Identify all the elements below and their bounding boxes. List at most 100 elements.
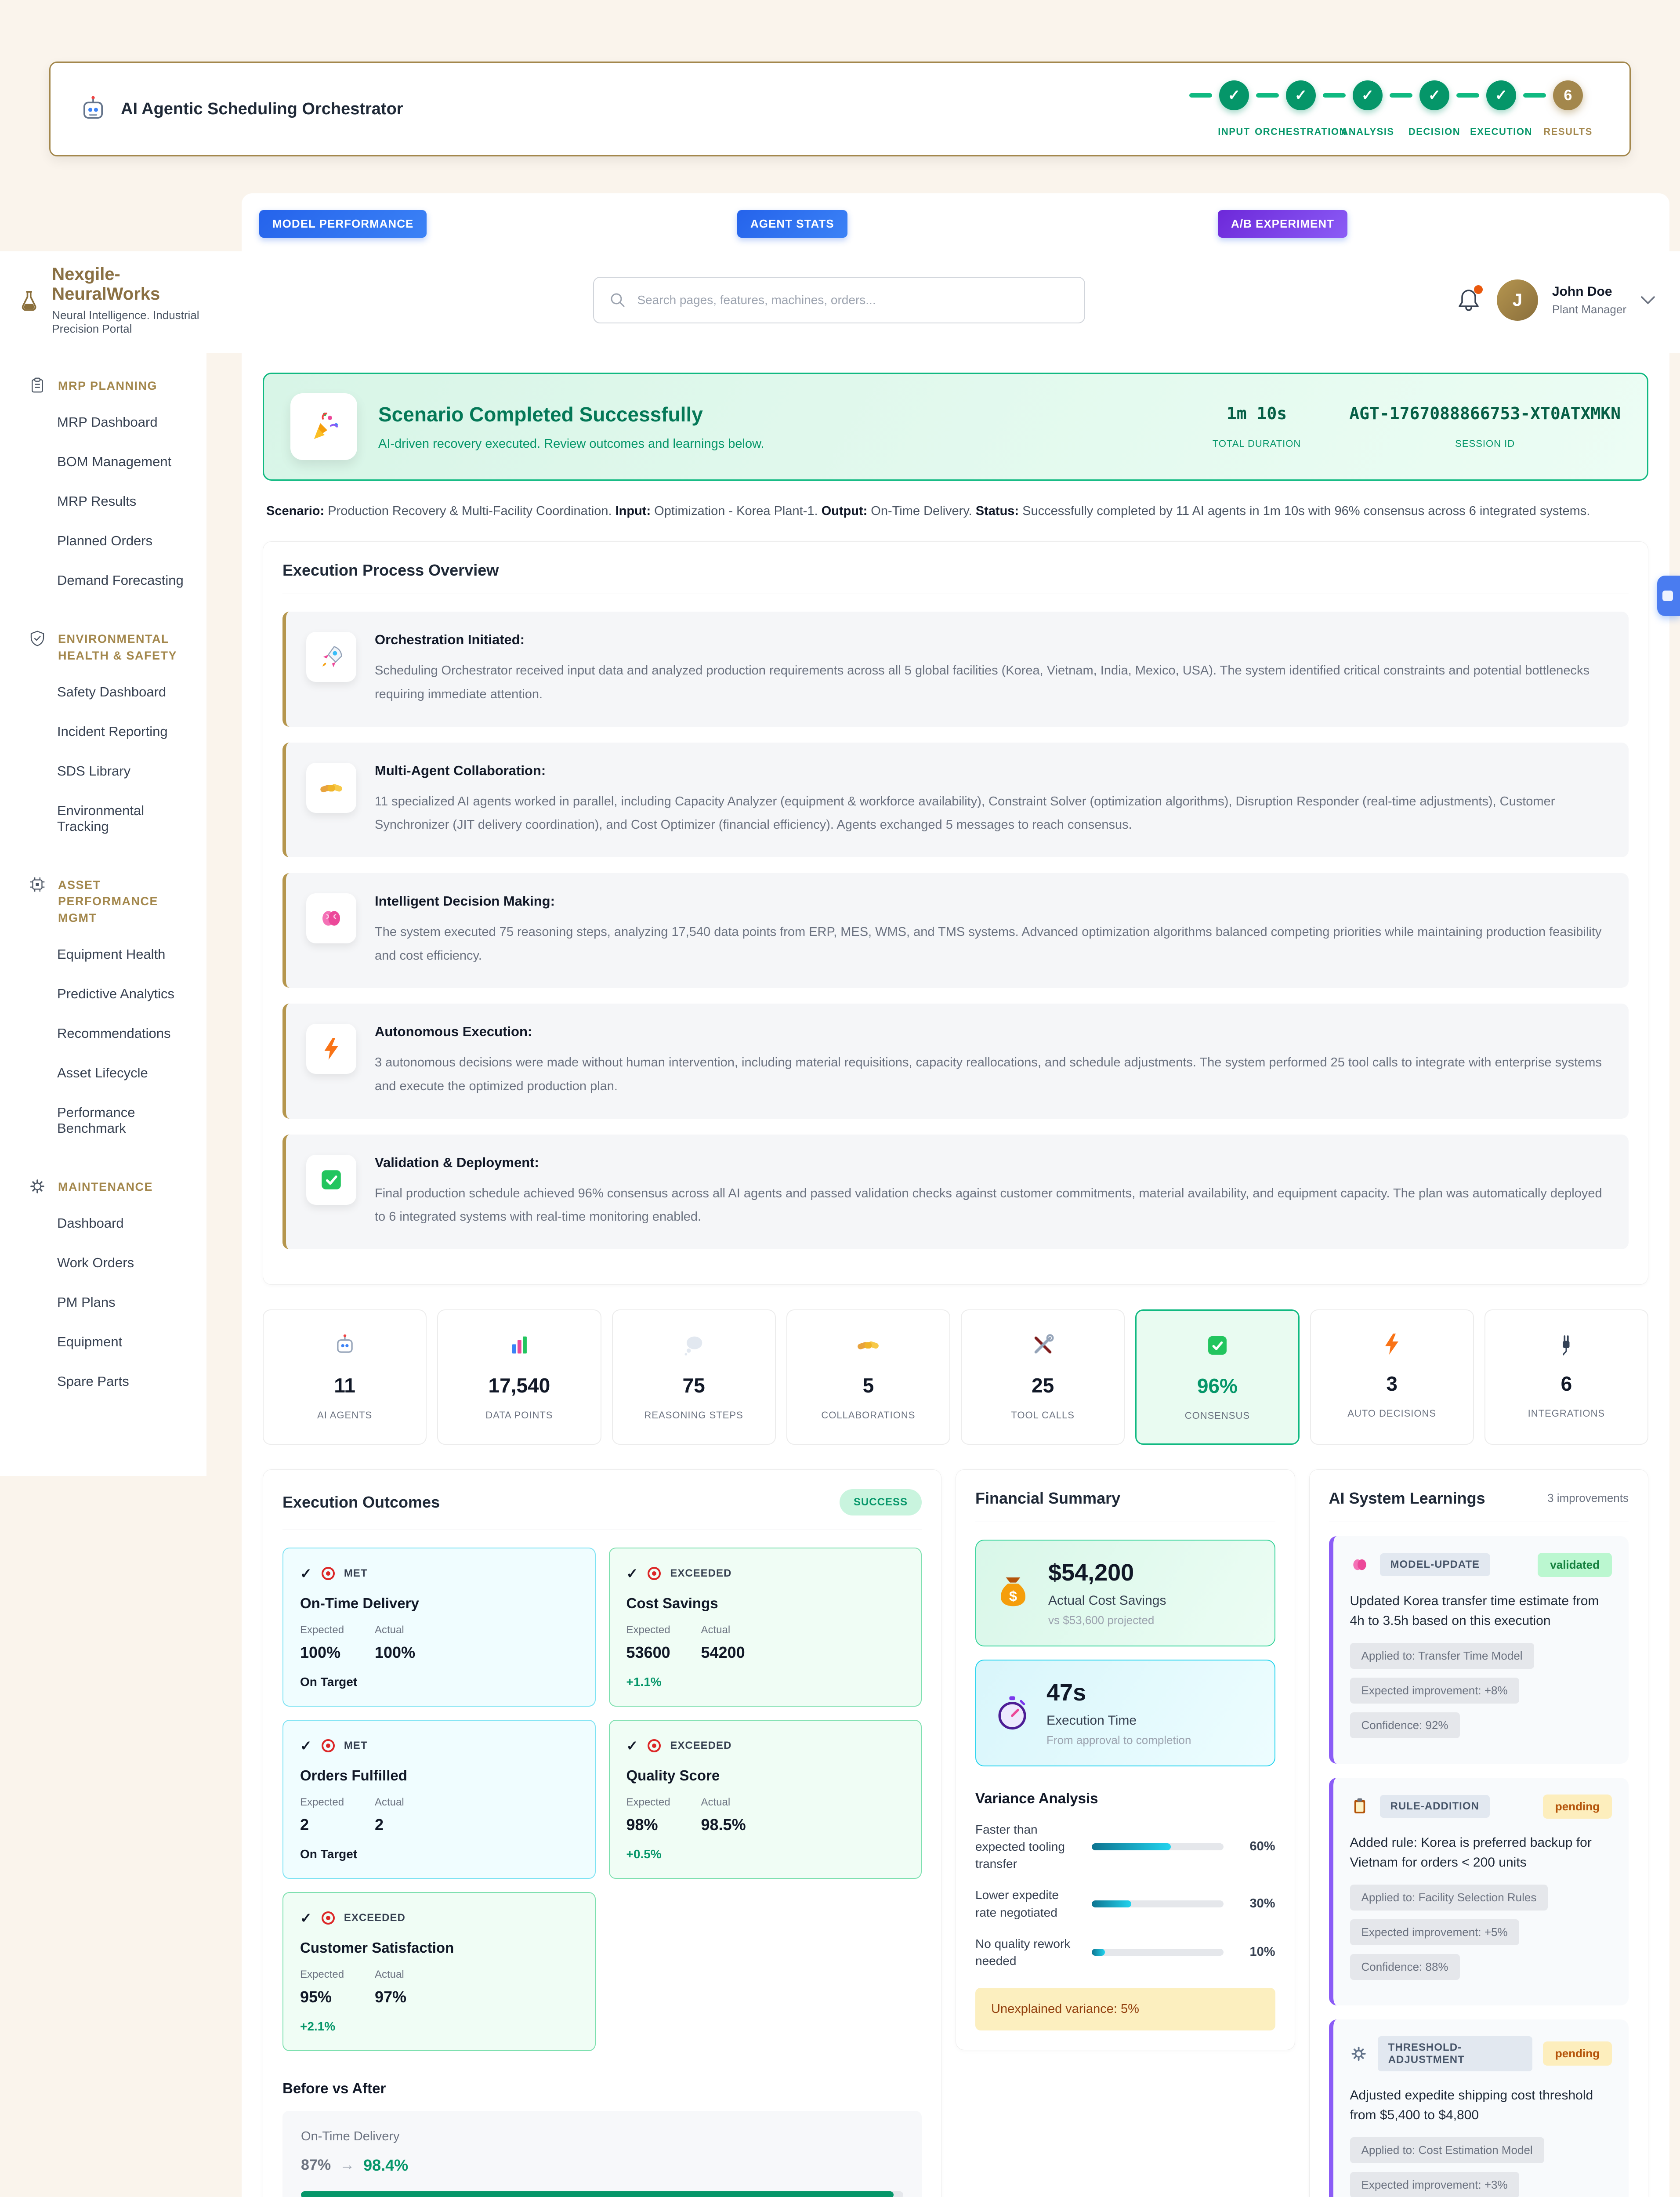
session-id: AGT-1767088866753-XT0ATXMKN SESSION ID [1349,404,1621,450]
user-menu: J John Doe Plant Manager [1455,279,1655,321]
sidebar-item[interactable]: Equipment Health [57,946,166,962]
bolt-icon [1385,1333,1399,1355]
step-status-circle: ✓ [1486,80,1516,110]
learning-status-badge: validated [1538,1552,1612,1577]
sidebar-item[interactable]: Safety Dashboard [57,684,167,700]
sidebar-item[interactable]: Dashboard [57,1215,124,1231]
unexplained-variance-note: Unexplained variance: 5% [975,1988,1275,2031]
stepper-step: 6 RESULTS [1523,80,1601,138]
nav-section-header: ENVIRONMENTAL HEALTH & SAFETY [0,631,206,664]
model-performance-badge[interactable]: MODEL PERFORMANCE [259,210,427,238]
process-step-decision: Intelligent Decision Making: The system e… [282,873,1629,988]
nav-section-maintenance: MAINTENANCE Dashboard Work Orders PM Plans… [0,1179,206,1401]
sidebar-item[interactable]: Performance Benchmark [57,1104,135,1136]
outcome-note: +0.5% [626,1847,662,1861]
outcome-note: +1.1% [626,1675,662,1689]
search-input[interactable] [636,293,1070,308]
outcome-card: ✓ MET On-Time Delivery Expected Actual 10… [282,1547,596,1707]
ab-experiment-badge[interactable]: A/B EXPERIMENT [1218,210,1348,238]
cpu-icon [30,877,45,892]
execution-time-value: 47s [1046,1679,1086,1706]
nav-section-ehs: ENVIRONMENTAL HEALTH & SAFETY Safety Das… [0,631,206,846]
agent-stats-badge[interactable]: AGENT STATS [737,210,847,238]
scenario-complete-banner: Scenario Completed Successfully AI-drive… [263,373,1648,481]
stat-auto-decisions: 3 AUTO DECISIONS [1310,1309,1474,1445]
outcome-name: On-Time Delivery [300,1595,419,1611]
outcome-actual: 54200 [701,1643,745,1661]
outcome-card: ✓ EXCEEDED Customer Satisfaction Expecte… [282,1892,596,2051]
stat-tool-calls: 25 TOOL CALLS [961,1309,1125,1445]
nav-section-mrp: MRP PLANNING MRP Dashboard BOM Management… [0,377,206,600]
outcome-status: EXCEEDED [670,1567,732,1579]
user-role: Plant Manager [1552,302,1626,316]
met-check-icon: ✓ [300,1910,312,1926]
brand-name: Nexgile-NeuralWorks [52,265,160,304]
learning-tag: THRESHOLD-ADJUSTMENT [1377,2036,1532,2071]
target-icon [648,1566,661,1580]
robot-icon [83,96,103,119]
step-label: RESULTS [1543,126,1593,137]
notifications-button[interactable] [1455,285,1483,315]
learning-tag: RULE-ADDITION [1379,1795,1490,1818]
duration-label: TOTAL DURATION [1212,438,1301,449]
outcome-actual: 98.5% [701,1815,746,1834]
sidebar-item[interactable]: MRP Dashboard [57,414,158,430]
sidebar-item[interactable]: Incident Reporting [57,723,168,739]
stat-integrations: 6 INTEGRATIONS [1484,1309,1648,1445]
gear-icon [1351,2046,1366,2061]
avatar[interactable]: J [1496,279,1538,321]
sidebar-item[interactable]: Asset Lifecycle [57,1065,148,1080]
sidebar-item[interactable]: PM Plans [57,1294,116,1310]
robot-icon [337,1334,353,1353]
execution-stats-row: 11 AI AGENTS 17,540 DATA POINTS 75 REASONIN… [263,1309,1648,1445]
sidebar-item[interactable]: MRP Results [57,493,137,509]
sidebar-item[interactable]: Work Orders [57,1254,134,1270]
outcome-card: ✓ EXCEEDED Cost Savings Expected Actual 5… [608,1547,922,1707]
outcome-actual: 100% [375,1643,416,1661]
session-value: AGT-1767088866753-XT0ATXMKN [1349,404,1621,423]
nav-section-header: ASSET PERFORMANCE MGMT [0,877,206,927]
app-header: Nexgile-NeuralWorks Neural Intelligence.… [0,251,1680,353]
sidebar-item[interactable]: SDS Library [57,763,131,779]
stepper-step: ✓ INPUT [1189,80,1267,138]
sidebar-item[interactable]: Predictive Analytics [57,986,175,1001]
sidebar-item[interactable]: Equipment [57,1334,123,1349]
sidebar-nav: MRP PLANNING MRP Dashboard BOM Management… [0,353,206,1476]
outcome-note: +2.1% [300,2019,336,2033]
duration-value: 1m 10s [1226,404,1287,423]
outcome-actual: 2 [375,1815,384,1834]
outcome-expected: 95% [300,1987,332,2006]
floating-assistant-button[interactable] [1657,576,1680,616]
chevron-down-icon[interactable] [1640,295,1655,305]
step-label: ORCHESTRATION [1255,126,1347,137]
variance-row: No quality rework needed 10% [975,1936,1275,1968]
money-bag-icon: $ [1001,1577,1025,1606]
sidebar-item[interactable]: BOM Management [57,454,172,469]
check-badge-icon [306,1154,356,1205]
user-name: John Doe [1552,284,1612,299]
orchestrator-stepper-bar: AI Agentic Scheduling Orchestrator ✓ INP… [49,62,1631,156]
financial-title: Financial Summary [975,1489,1121,1507]
savings-value: $54,200 [1048,1559,1134,1586]
sidebar-item[interactable]: Recommendations [57,1025,171,1041]
variance-row: Faster than expected tooling transfer 60… [975,1822,1275,1871]
improvement-chip: Expected improvement: +3% [1350,2172,1519,2197]
sidebar-item[interactable]: Demand Forecasting [57,573,184,588]
global-search[interactable] [593,277,1086,323]
met-check-icon: ✓ [626,1565,639,1581]
variance-bar [1091,1900,1224,1907]
stepper-step: ✓ ANALYSIS [1323,80,1401,138]
learning-status-badge: pending [1542,1794,1612,1819]
step-label: EXECUTION [1470,126,1532,137]
sidebar-item[interactable]: Spare Parts [57,1373,129,1389]
brand-tagline: Neural Intelligence. Industrial Precisio… [52,308,199,335]
success-badge: SUCCESS [839,1489,922,1515]
met-check-icon: ✓ [300,1737,312,1754]
outcome-status: EXCEEDED [670,1739,732,1751]
sidebar-item[interactable]: Environmental Tracking [57,802,145,834]
check-badge-icon [1208,1336,1227,1355]
sidebar-item[interactable]: Planned Orders [57,533,153,548]
outcome-name: Orders Fulfilled [300,1767,407,1784]
banner-title: Scenario Completed Successfully [378,402,703,426]
